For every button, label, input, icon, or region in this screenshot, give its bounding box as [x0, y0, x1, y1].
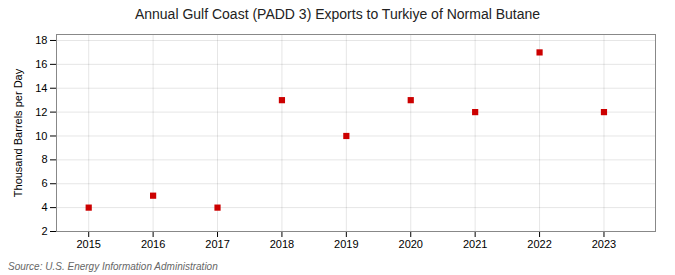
svg-text:Thousand Barrels per Day: Thousand Barrels per Day: [12, 68, 24, 197]
svg-text:2: 2: [41, 225, 47, 237]
svg-text:8: 8: [41, 153, 47, 165]
svg-text:14: 14: [35, 82, 47, 94]
html-text:Annual Gulf Coast (PADD 3) Exp: Annual Gulf Coast (PADD 3) Exports to Tu…: [134, 6, 541, 22]
svg-text:16: 16: [35, 58, 47, 70]
svg-text:4: 4: [41, 201, 47, 213]
html-text:Source: U.S. Energy Informatio: Source: U.S. Energy Information Administ…: [8, 261, 218, 272]
svg-text:2021: 2021: [463, 238, 487, 250]
svg-text:12: 12: [35, 106, 47, 118]
svg-text:2015: 2015: [76, 238, 100, 250]
svg-text:6: 6: [41, 177, 47, 189]
svg-text:2016: 2016: [141, 238, 165, 250]
svg-text:18: 18: [35, 34, 47, 46]
svg-text:10: 10: [35, 130, 47, 142]
svg-text:2020: 2020: [399, 238, 423, 250]
svg-text:2019: 2019: [334, 238, 358, 250]
svg-text:2017: 2017: [205, 238, 229, 250]
svg-text:2018: 2018: [270, 238, 294, 250]
svg-text:2023: 2023: [592, 238, 616, 250]
svg-text:2022: 2022: [527, 238, 551, 250]
